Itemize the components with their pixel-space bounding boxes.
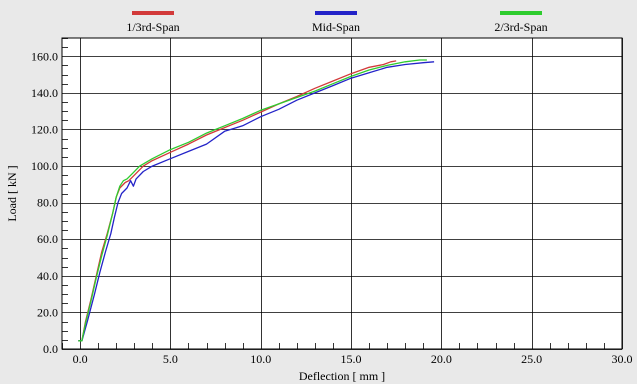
y-tick-label: 100.0 <box>31 159 58 173</box>
tick-labels: 0.0 5.0 10.0 15.0 20.0 25.0 30.0 0.0 20.0 40.0 60.… <box>31 49 633 366</box>
legend-item-1: 1/3rd-Span <box>126 11 180 34</box>
y-tick-label: 0.0 <box>43 342 58 356</box>
x-axis-title: Deflection [ mm ] <box>299 369 385 383</box>
legend-swatch <box>315 11 357 15</box>
x-tick-label: 25.0 <box>521 352 542 366</box>
series-line-1 <box>78 60 397 342</box>
y-tick-label: 40.0 <box>37 269 58 283</box>
y-tick-label: 20.0 <box>37 305 58 319</box>
plot-area <box>62 38 622 349</box>
legend-label: 2/3rd-Span <box>494 20 547 34</box>
series-group <box>78 59 435 342</box>
legend: 1/3rd-Span Mid-Span 2/3rd-Span <box>126 11 548 34</box>
series-line-3 <box>78 59 427 342</box>
series-line-2 <box>78 61 435 342</box>
x-tick-label: 20.0 <box>431 352 452 366</box>
ticks <box>62 38 605 349</box>
x-tick-label: 5.0 <box>163 352 178 366</box>
legend-item-3: 2/3rd-Span <box>494 11 548 34</box>
grid <box>62 38 623 350</box>
y-tick-label: 120.0 <box>31 122 58 136</box>
y-tick-label: 140.0 <box>31 86 58 100</box>
x-tick-label: 10.0 <box>250 352 271 366</box>
legend-label: Mid-Span <box>312 20 360 34</box>
x-tick-label: 30.0 <box>612 352 633 366</box>
legend-swatch <box>132 11 174 15</box>
y-tick-label: 160.0 <box>31 49 58 63</box>
legend-swatch <box>500 11 542 15</box>
legend-label: 1/3rd-Span <box>126 20 179 34</box>
x-tick-label: 0.0 <box>73 352 88 366</box>
y-tick-label: 80.0 <box>37 196 58 210</box>
plot-frame <box>61 37 623 350</box>
x-tick-label: 15.0 <box>341 352 362 366</box>
y-tick-label: 60.0 <box>37 232 58 246</box>
y-axis-title: Load [ kN ] <box>5 165 19 221</box>
legend-item-2: Mid-Span <box>312 11 360 34</box>
